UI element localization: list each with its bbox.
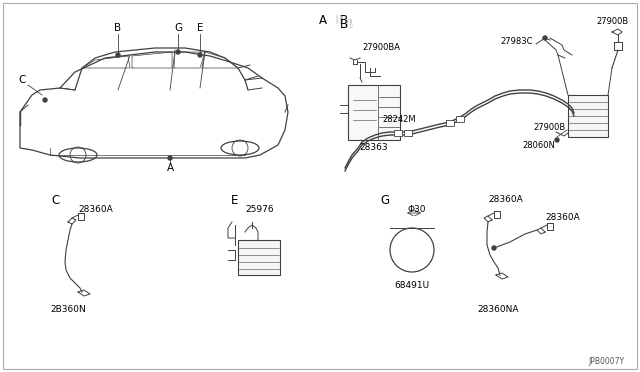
Circle shape <box>116 53 120 57</box>
Text: B: B <box>345 18 353 31</box>
Circle shape <box>43 98 47 102</box>
Text: E: E <box>196 23 204 33</box>
Text: B: B <box>345 18 353 31</box>
Circle shape <box>555 138 559 142</box>
Bar <box>568 95 608 137</box>
Text: 2B360N: 2B360N <box>50 305 86 314</box>
Text: Φ30: Φ30 <box>408 205 426 215</box>
Text: C: C <box>51 193 59 206</box>
Text: A: A <box>166 163 173 173</box>
Circle shape <box>543 36 547 40</box>
Circle shape <box>492 246 496 250</box>
Text: 68491U: 68491U <box>394 280 429 289</box>
Bar <box>456 116 464 122</box>
Text: B: B <box>335 13 343 26</box>
Text: B: B <box>335 13 343 26</box>
Circle shape <box>176 50 180 54</box>
Bar <box>394 130 402 136</box>
Text: C: C <box>19 75 26 85</box>
Text: B: B <box>115 23 122 33</box>
Text: 27900B: 27900B <box>534 124 566 132</box>
Text: B: B <box>340 18 348 31</box>
Circle shape <box>168 156 172 160</box>
Circle shape <box>198 53 202 57</box>
Text: 28242M: 28242M <box>382 115 415 125</box>
Text: E: E <box>231 193 239 206</box>
Text: B: B <box>340 18 348 31</box>
Text: JPB0007Y: JPB0007Y <box>589 357 625 366</box>
Text: 27900BA: 27900BA <box>362 44 400 52</box>
Text: 28360NA: 28360NA <box>477 305 519 314</box>
Text: A: A <box>319 13 327 26</box>
Text: 28360A: 28360A <box>545 214 580 222</box>
Text: 25976: 25976 <box>245 205 274 215</box>
Text: 28060N: 28060N <box>522 141 555 150</box>
Bar <box>446 120 454 126</box>
Text: 28360A: 28360A <box>78 205 113 215</box>
Text: G: G <box>174 23 182 33</box>
Bar <box>348 85 400 140</box>
Text: 27900B: 27900B <box>596 17 628 26</box>
Text: G: G <box>380 193 390 206</box>
Text: 28360A: 28360A <box>488 196 523 205</box>
Text: 27983C: 27983C <box>500 38 533 46</box>
Bar <box>238 240 280 275</box>
Bar <box>404 130 412 136</box>
Text: B: B <box>340 13 348 26</box>
Text: 28363: 28363 <box>360 144 388 153</box>
